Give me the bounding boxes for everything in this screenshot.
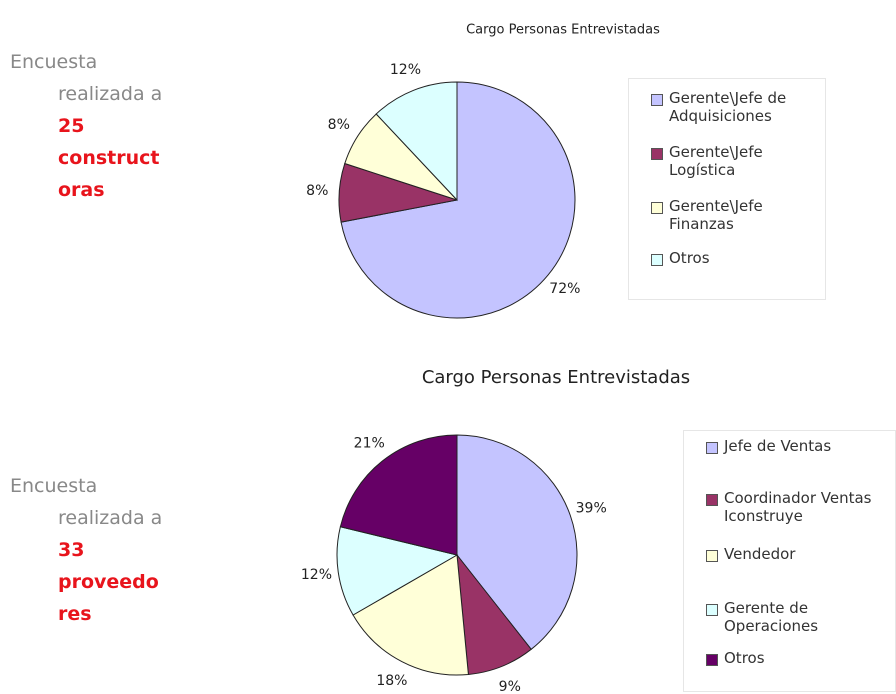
legend-entry: Otros: [651, 249, 791, 267]
note: Encuesta realizada a 25 construct oras: [10, 46, 162, 206]
value-label: 21%: [354, 435, 385, 451]
legend-label: Coordinador Ventas Iconstruye: [724, 489, 872, 525]
value-label: 39%: [576, 501, 607, 517]
legend-entry: Gerente\Jefe de Adquisiciones: [651, 89, 791, 125]
legend-entry: Coordinador Ventas Iconstruye: [706, 489, 886, 525]
value-label: 12%: [390, 62, 421, 78]
value-label: 72%: [549, 281, 580, 297]
pie-slice: [375, 81, 458, 202]
note: Encuesta realizada a 33 proveedo res: [10, 470, 162, 630]
note-line: realizada a: [58, 507, 163, 529]
chart-title: Cargo Personas Entrevistadas: [422, 367, 690, 388]
legend-swatch: [706, 654, 718, 666]
note-line: realizada a: [58, 83, 163, 105]
legend-entry: Gerente\Jefe Logística: [651, 143, 791, 179]
legend: Jefe de Ventas Coordinador Ventas Iconstr…: [683, 430, 896, 692]
legend-swatch: [706, 442, 718, 454]
pie-slice: [339, 434, 458, 556]
chart-title: Cargo Personas Entrevistadas: [466, 23, 660, 38]
legend-label: Gerente\Jefe Logística: [669, 143, 763, 179]
pie-slice: [456, 434, 578, 651]
note-highlight: 33: [58, 539, 85, 561]
pie-slice: [340, 81, 576, 319]
legend-swatch: [706, 604, 718, 616]
value-label: 18%: [376, 673, 407, 689]
pie-slice: [336, 526, 459, 616]
value-label: 8%: [306, 183, 328, 199]
legend-swatch: [706, 494, 718, 506]
legend-swatch: [651, 94, 663, 106]
value-label: 8%: [328, 117, 350, 133]
legend-label: Otros: [669, 249, 710, 267]
legend-label: Gerente de Operaciones: [724, 599, 819, 635]
value-label: 9%: [499, 679, 521, 694]
legend: Gerente\Jefe de Adquisiciones Gerente\Jef…: [628, 78, 826, 300]
legend-swatch: [651, 254, 663, 266]
legend-swatch: [651, 148, 663, 160]
note-highlight: proveedo: [58, 571, 159, 593]
legend-entry: Otros: [706, 649, 886, 667]
legend-entry: Gerente\Jefe Finanzas: [651, 197, 791, 233]
value-label: 12%: [301, 567, 332, 583]
note-highlight: construct: [58, 147, 160, 169]
legend-label: Jefe de Ventas: [724, 437, 832, 455]
legend-entry: Gerente de Operaciones: [706, 599, 886, 635]
legend-entry: Vendedor: [706, 545, 886, 563]
note-line: Encuesta: [10, 51, 98, 73]
pie-slice: [352, 554, 469, 676]
legend-label: Otros: [724, 649, 765, 667]
note-highlight: res: [58, 603, 92, 625]
legend-swatch: [706, 550, 718, 562]
note-highlight: oras: [58, 179, 105, 201]
legend-label: Gerente\Jefe Finanzas: [669, 197, 763, 233]
note-highlight: 25: [58, 115, 85, 137]
note-line: Encuesta: [10, 475, 98, 497]
legend-label: Vendedor: [724, 545, 796, 563]
legend-label: Gerente\Jefe de Adquisiciones: [669, 89, 787, 125]
legend-entry: Jefe de Ventas: [706, 437, 886, 455]
legend-swatch: [651, 202, 663, 214]
